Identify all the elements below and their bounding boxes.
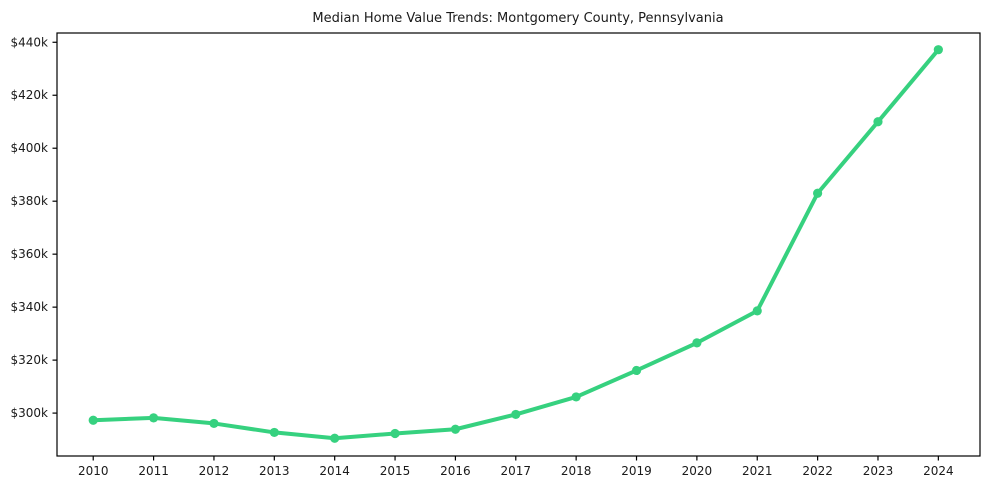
x-tick-label: 2013: [259, 464, 290, 478]
y-axis: $300k $320k $340k $360k $380k $400k $420k $440k: [11, 35, 57, 420]
chart-title: Median Home Value Trends: Montgomery Cou…: [312, 11, 723, 26]
x-axis: 2010 2011 2012 2013 2014 2015 2016 2017 2018 2019…: [78, 456, 954, 478]
series-line: [91, 47, 941, 441]
x-tick-label: 2016: [440, 464, 471, 478]
y-tick-label: $440k: [11, 35, 49, 49]
series-median-home-value: [88, 45, 943, 443]
data-point-marker: [148, 413, 159, 423]
y-tick-label: $400k: [11, 141, 49, 155]
x-tick-label: 2018: [561, 464, 592, 478]
data-point-marker: [330, 433, 340, 443]
x-tick-label: 2023: [863, 464, 894, 478]
data-point-marker: [571, 392, 581, 402]
data-point-marker: [873, 117, 883, 127]
x-tick-label: 2015: [380, 464, 411, 478]
x-tick-label: 2010: [78, 464, 109, 478]
data-point-marker: [269, 427, 279, 438]
x-tick-label: 2014: [319, 464, 350, 478]
y-tick-label: $360k: [11, 247, 49, 261]
x-tick-label: 2024: [923, 464, 954, 478]
x-tick-label: 2021: [742, 464, 773, 478]
x-tick-label: 2020: [682, 464, 713, 478]
y-tick-label: $340k: [11, 300, 49, 314]
x-tick-label: 2011: [138, 464, 169, 478]
data-point-marker: [450, 424, 461, 434]
data-point-marker: [813, 188, 823, 198]
plot-area-border: [56, 32, 981, 457]
x-tick-label: 2012: [199, 464, 230, 478]
data-point-marker: [390, 428, 400, 439]
x-tick-label: 2022: [802, 464, 833, 478]
y-tick-label: $320k: [11, 353, 49, 367]
y-tick-label: $300k: [11, 406, 49, 420]
data-point-marker: [88, 415, 98, 425]
data-point-marker: [933, 45, 943, 55]
y-tick-label: $380k: [11, 194, 49, 208]
data-point-marker: [692, 338, 702, 348]
x-tick-label: 2019: [621, 464, 652, 478]
data-point-marker: [631, 365, 642, 376]
data-point-marker: [209, 418, 219, 429]
y-tick-label: $420k: [11, 88, 49, 102]
data-point-marker: [752, 306, 762, 316]
data-point-marker: [511, 409, 521, 420]
x-tick-label: 2017: [501, 464, 532, 478]
